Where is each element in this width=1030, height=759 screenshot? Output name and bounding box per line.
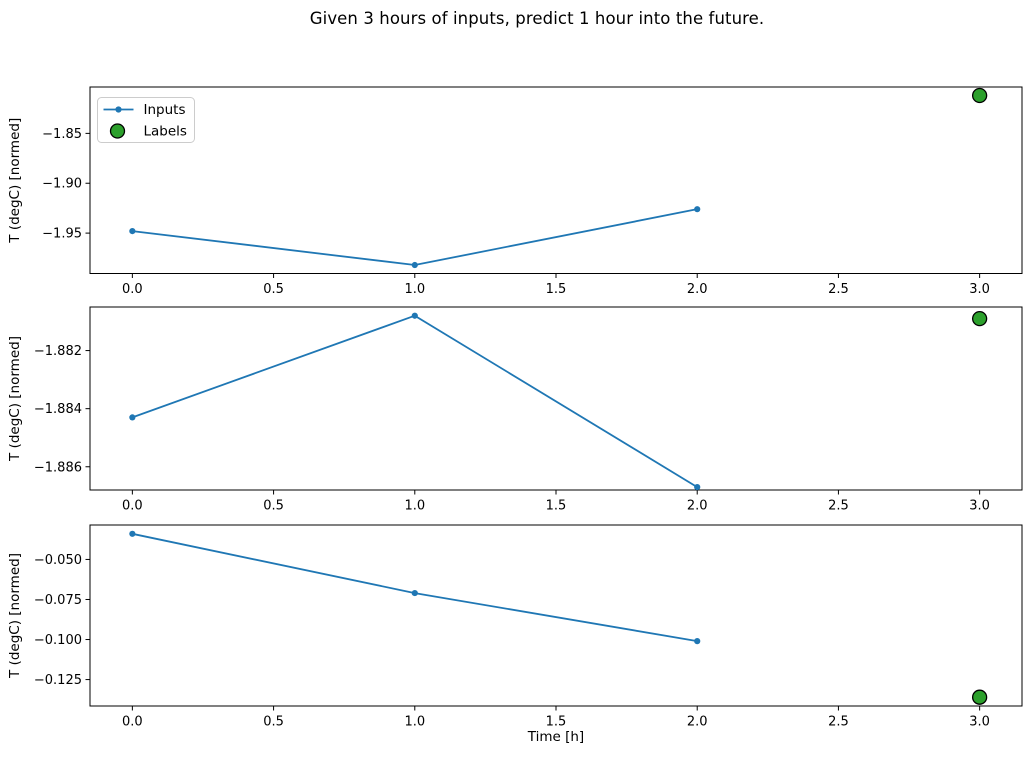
- x-tick-label: 0.5: [263, 499, 284, 514]
- y-axis-label: T (degC) [normed]: [7, 336, 23, 462]
- labels-point: [971, 87, 988, 104]
- labels-point: [971, 689, 988, 705]
- y-tick-label: −0.050: [34, 553, 82, 568]
- x-axis-ticks: 0.0 0.5 1.0 1.5 2.0 2.5 3.0: [122, 490, 990, 514]
- subplot-2: 0.0 0.5 1.0 1.5 2.0 2.5 3.0 −1.882 −1.884 −1.886 T…: [7, 306, 1023, 514]
- y-tick-label: −1.95: [42, 227, 82, 242]
- y-axis-ticks: −0.050 −0.075 −0.100 −0.125: [34, 553, 90, 688]
- x-tick-label: 2.5: [828, 282, 849, 297]
- x-tick-label: 1.5: [546, 715, 567, 730]
- x-axis-label: Time [h]: [527, 729, 584, 745]
- y-axis-label: T (degC) [normed]: [7, 553, 23, 679]
- y-tick-label: −1.884: [34, 402, 82, 417]
- axes-frame: [89, 524, 1023, 707]
- inputs-point: [694, 638, 701, 645]
- inputs-point: [694, 483, 701, 491]
- inputs-point: [129, 530, 136, 537]
- x-tick-label: 0.5: [263, 715, 284, 730]
- y-tick-label: −1.90: [42, 177, 82, 192]
- x-axis-ticks: 0.0 0.5 1.0 1.5 2.0 2.5 3.0: [122, 273, 990, 297]
- x-tick-label: 3.0: [969, 282, 990, 297]
- legend-labels-label: Labels: [144, 124, 187, 140]
- inputs-line: [131, 208, 699, 266]
- x-tick-label: 1.0: [404, 282, 425, 297]
- legend-inputs-label: Inputs: [144, 102, 186, 118]
- y-tick-label: −0.125: [34, 673, 82, 688]
- x-tick-label: 0.0: [122, 499, 143, 514]
- subplot-1: 0.0 0.5 1.0 1.5 2.0 2.5 3.0 −1.85 −1.90 −1.95 T (d…: [7, 86, 1023, 297]
- y-axis-ticks: −1.882 −1.884 −1.886: [34, 344, 90, 475]
- y-tick-label: −1.882: [34, 344, 82, 359]
- axes-frame: [89, 306, 1023, 491]
- inputs-point: [129, 228, 136, 235]
- x-tick-label: 2.5: [828, 499, 849, 514]
- inputs-line: [131, 314, 699, 488]
- x-tick-label: 2.0: [687, 715, 708, 730]
- y-tick-label: −1.886: [34, 460, 82, 475]
- x-tick-label: 3.0: [969, 715, 990, 730]
- y-axis-ticks: −1.85 −1.90 −1.95: [42, 127, 90, 242]
- y-tick-label: −0.075: [34, 593, 82, 608]
- inputs-point: [129, 414, 136, 421]
- figure-title: Given 3 hours of inputs, predict 1 hour …: [309, 9, 765, 28]
- legend-labels-circle-icon: [109, 123, 126, 139]
- x-tick-label: 0.0: [122, 715, 143, 730]
- y-tick-label: −0.100: [34, 633, 82, 648]
- legend: Inputs Labels: [97, 97, 195, 143]
- inputs-point: [411, 589, 418, 597]
- y-tick-label: −1.85: [42, 127, 82, 142]
- x-tick-label: 0.5: [263, 282, 284, 297]
- labels-point: [971, 310, 988, 327]
- inputs-point: [411, 312, 418, 319]
- x-tick-label: 2.0: [687, 499, 708, 514]
- inputs-line: [131, 532, 699, 643]
- x-tick-label: 1.0: [404, 715, 425, 730]
- x-tick-label: 0.0: [122, 282, 143, 297]
- inputs-point: [694, 206, 701, 213]
- x-tick-label: 1.5: [546, 282, 567, 297]
- axes-frame: [89, 86, 1023, 274]
- inputs-point: [411, 261, 418, 269]
- x-tick-label: 2.5: [828, 715, 849, 730]
- x-tick-label: 3.0: [969, 499, 990, 514]
- x-tick-label: 1.0: [404, 499, 425, 514]
- legend-inputs-dot-icon: [115, 106, 122, 113]
- x-axis-ticks: 0.0 0.5 1.0 1.5 2.0 2.5 3.0: [122, 706, 990, 730]
- x-tick-label: 1.5: [546, 499, 567, 514]
- y-axis-label: T (degC) [normed]: [7, 118, 23, 244]
- x-tick-label: 2.0: [687, 282, 708, 297]
- subplot-3: 0.0 0.5 1.0 1.5 2.0 2.5 3.0−0.050−0.075−0.100−…: [7, 524, 1023, 745]
